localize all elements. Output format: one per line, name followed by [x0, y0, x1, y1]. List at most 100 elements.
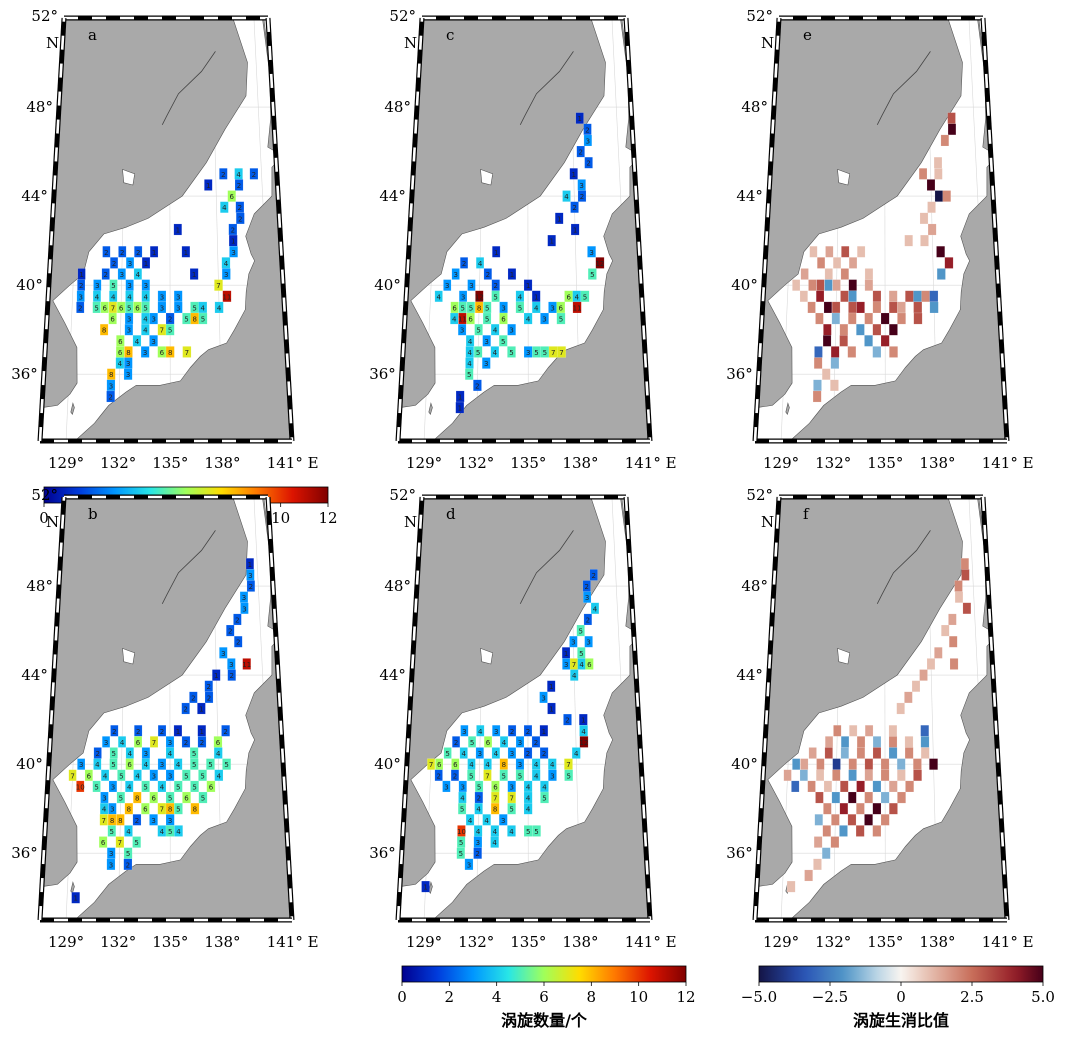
cell-count: 4	[102, 806, 107, 814]
cell-count: 5	[201, 316, 205, 324]
cell-count: 5	[110, 828, 114, 836]
cell-count: 3	[478, 750, 482, 758]
lon-tick-label: 141° E	[267, 933, 319, 951]
cell-count: 2	[229, 672, 233, 680]
grid-cell	[548, 769, 557, 782]
grid-cell	[913, 758, 922, 770]
grid-cell	[954, 580, 963, 592]
cell-count: 3	[242, 594, 246, 602]
cell-count: 1	[144, 260, 148, 268]
grid-cell	[856, 802, 865, 815]
grid-cell	[531, 301, 541, 314]
lon-tick-label: 129°	[406, 933, 442, 951]
cell-count: 4	[478, 728, 483, 736]
grid-cell	[189, 758, 199, 770]
cell-count: 2	[585, 583, 589, 591]
cell-count: 5	[143, 783, 147, 791]
grid-cell	[106, 858, 116, 871]
colorbar-ramp	[758, 965, 1044, 983]
cell-count: 4	[436, 293, 441, 301]
grid-cell	[482, 312, 492, 325]
grid-cell	[219, 168, 228, 180]
grid-cell	[889, 802, 898, 815]
cell-count: 3	[586, 639, 590, 647]
grid-cell	[816, 758, 825, 770]
cell-count: 6	[566, 293, 571, 301]
cell-count: 5	[119, 795, 123, 803]
grid-cell	[229, 245, 238, 258]
lat-tick-label: 52°	[746, 486, 773, 504]
cell-count: 1	[542, 728, 546, 736]
grid-cell	[165, 323, 175, 336]
cell-count: 4	[136, 271, 141, 279]
cell-count: 4	[127, 783, 132, 791]
lon-tick-label: 138°	[204, 454, 240, 472]
cell-count: 5	[559, 316, 563, 324]
grid-cells	[783, 558, 972, 893]
cell-count: 5	[485, 304, 489, 312]
cell-count: 6	[468, 316, 473, 324]
grid-cell	[157, 758, 167, 770]
cell-count: 6	[209, 783, 214, 791]
cell-count: 3	[104, 739, 108, 747]
grid-cell	[888, 301, 898, 314]
cell-count: 4	[452, 316, 457, 324]
grid-cell	[848, 312, 857, 325]
grid-cell	[490, 836, 499, 848]
cell-count: 1	[534, 293, 538, 301]
grid-cell	[92, 301, 101, 314]
cell-count: 3	[461, 783, 465, 791]
grid-cell	[460, 724, 469, 737]
grid-cell	[474, 802, 483, 815]
cell-count: 3	[541, 694, 545, 702]
grid-cell	[106, 390, 115, 403]
cell-count: 5	[534, 828, 538, 836]
cell-count: 6	[493, 783, 498, 791]
grid-cell	[117, 268, 126, 280]
grid-cell	[523, 312, 533, 325]
grid-cell	[240, 602, 249, 615]
lon-tick-label: 141° E	[267, 454, 319, 472]
map-frame	[980, 496, 1010, 921]
cell-count: 5	[143, 304, 147, 312]
cell-count: 4	[581, 728, 586, 736]
cell-count: 3	[102, 795, 106, 803]
colorbar-tick-label: 2	[445, 988, 455, 1006]
grid-cell	[214, 279, 223, 291]
cell-count: 3	[168, 772, 172, 780]
cell-count: 5	[461, 304, 465, 312]
cell-count: 5	[192, 750, 196, 758]
lon-tick-label: 135°	[867, 454, 903, 472]
grid-cell	[476, 724, 485, 737]
cell-count: 1	[549, 683, 553, 691]
cell-count: 2	[108, 393, 112, 401]
land-mass	[785, 402, 790, 415]
cell-count: 4	[579, 661, 584, 669]
cell-count: 1	[192, 271, 196, 279]
cell-count: 4	[534, 772, 539, 780]
colorbar: 0 2 4 6 8 10 12 涡旋数量/个	[397, 965, 696, 1030]
cell-count: 7	[429, 761, 433, 769]
grid-cell	[474, 301, 484, 314]
cell-count: 5	[192, 761, 196, 769]
north-label: N	[404, 34, 417, 52]
colorbar-tick-label: 6	[539, 988, 549, 1006]
grid-cell	[132, 814, 142, 826]
cell-count: 2	[592, 572, 596, 580]
cell-count: 7	[493, 795, 497, 803]
grid-cell	[856, 780, 865, 793]
river	[876, 51, 931, 126]
grid-cell	[822, 825, 832, 837]
cell-count: 7	[509, 795, 513, 803]
land-mass	[74, 640, 292, 920]
grid-cell	[473, 847, 482, 859]
cell-count: 5	[578, 628, 582, 636]
grid-cell	[792, 279, 801, 291]
grid-cell	[839, 323, 849, 336]
cell-count: 5	[168, 327, 172, 335]
cell-count: 11	[573, 304, 582, 312]
cell-count: 12	[595, 260, 604, 268]
lon-tick-label: 138°	[562, 454, 598, 472]
cell-count: 4	[564, 193, 569, 201]
